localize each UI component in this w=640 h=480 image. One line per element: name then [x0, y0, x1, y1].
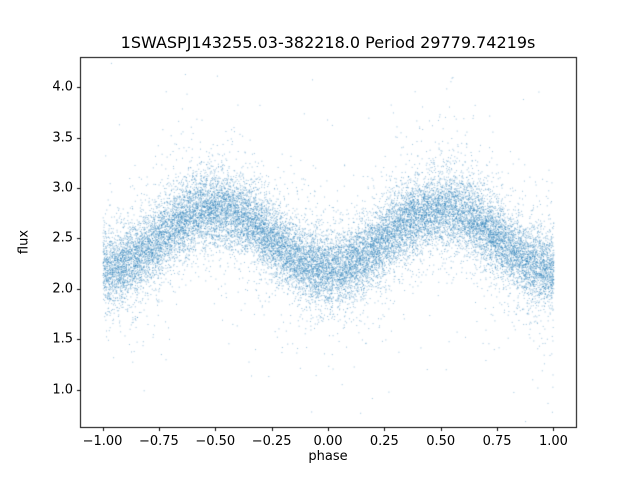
chart-title: 1SWASPJ143255.03-382218.0 Period 29779.7… [120, 33, 536, 52]
x-tick-label: −1.00 [82, 434, 123, 449]
x-tick-label: 0.25 [369, 434, 399, 449]
y-tick-label: 3.0 [52, 180, 73, 196]
y-tick-label: 1.0 [52, 382, 73, 398]
y-tick-label: 4.0 [52, 79, 73, 95]
y-tick-label: 3.5 [52, 130, 73, 146]
x-tick-label: −0.75 [138, 434, 179, 449]
x-tick-label: 1.00 [538, 434, 568, 449]
y-tick-label: 1.5 [52, 331, 73, 347]
x-tick-label: 0.75 [482, 434, 512, 449]
x-tick-label: 0.50 [426, 434, 456, 449]
x-tick-label: 0.00 [313, 434, 343, 449]
x-tick-label: −0.50 [195, 434, 236, 449]
y-axis-label: flux [16, 229, 32, 255]
x-tick-label: −0.25 [251, 434, 292, 449]
y-tick-label: 2.0 [52, 281, 73, 297]
x-axis-label: phase [308, 449, 348, 464]
y-tick-label: 2.5 [52, 230, 73, 246]
